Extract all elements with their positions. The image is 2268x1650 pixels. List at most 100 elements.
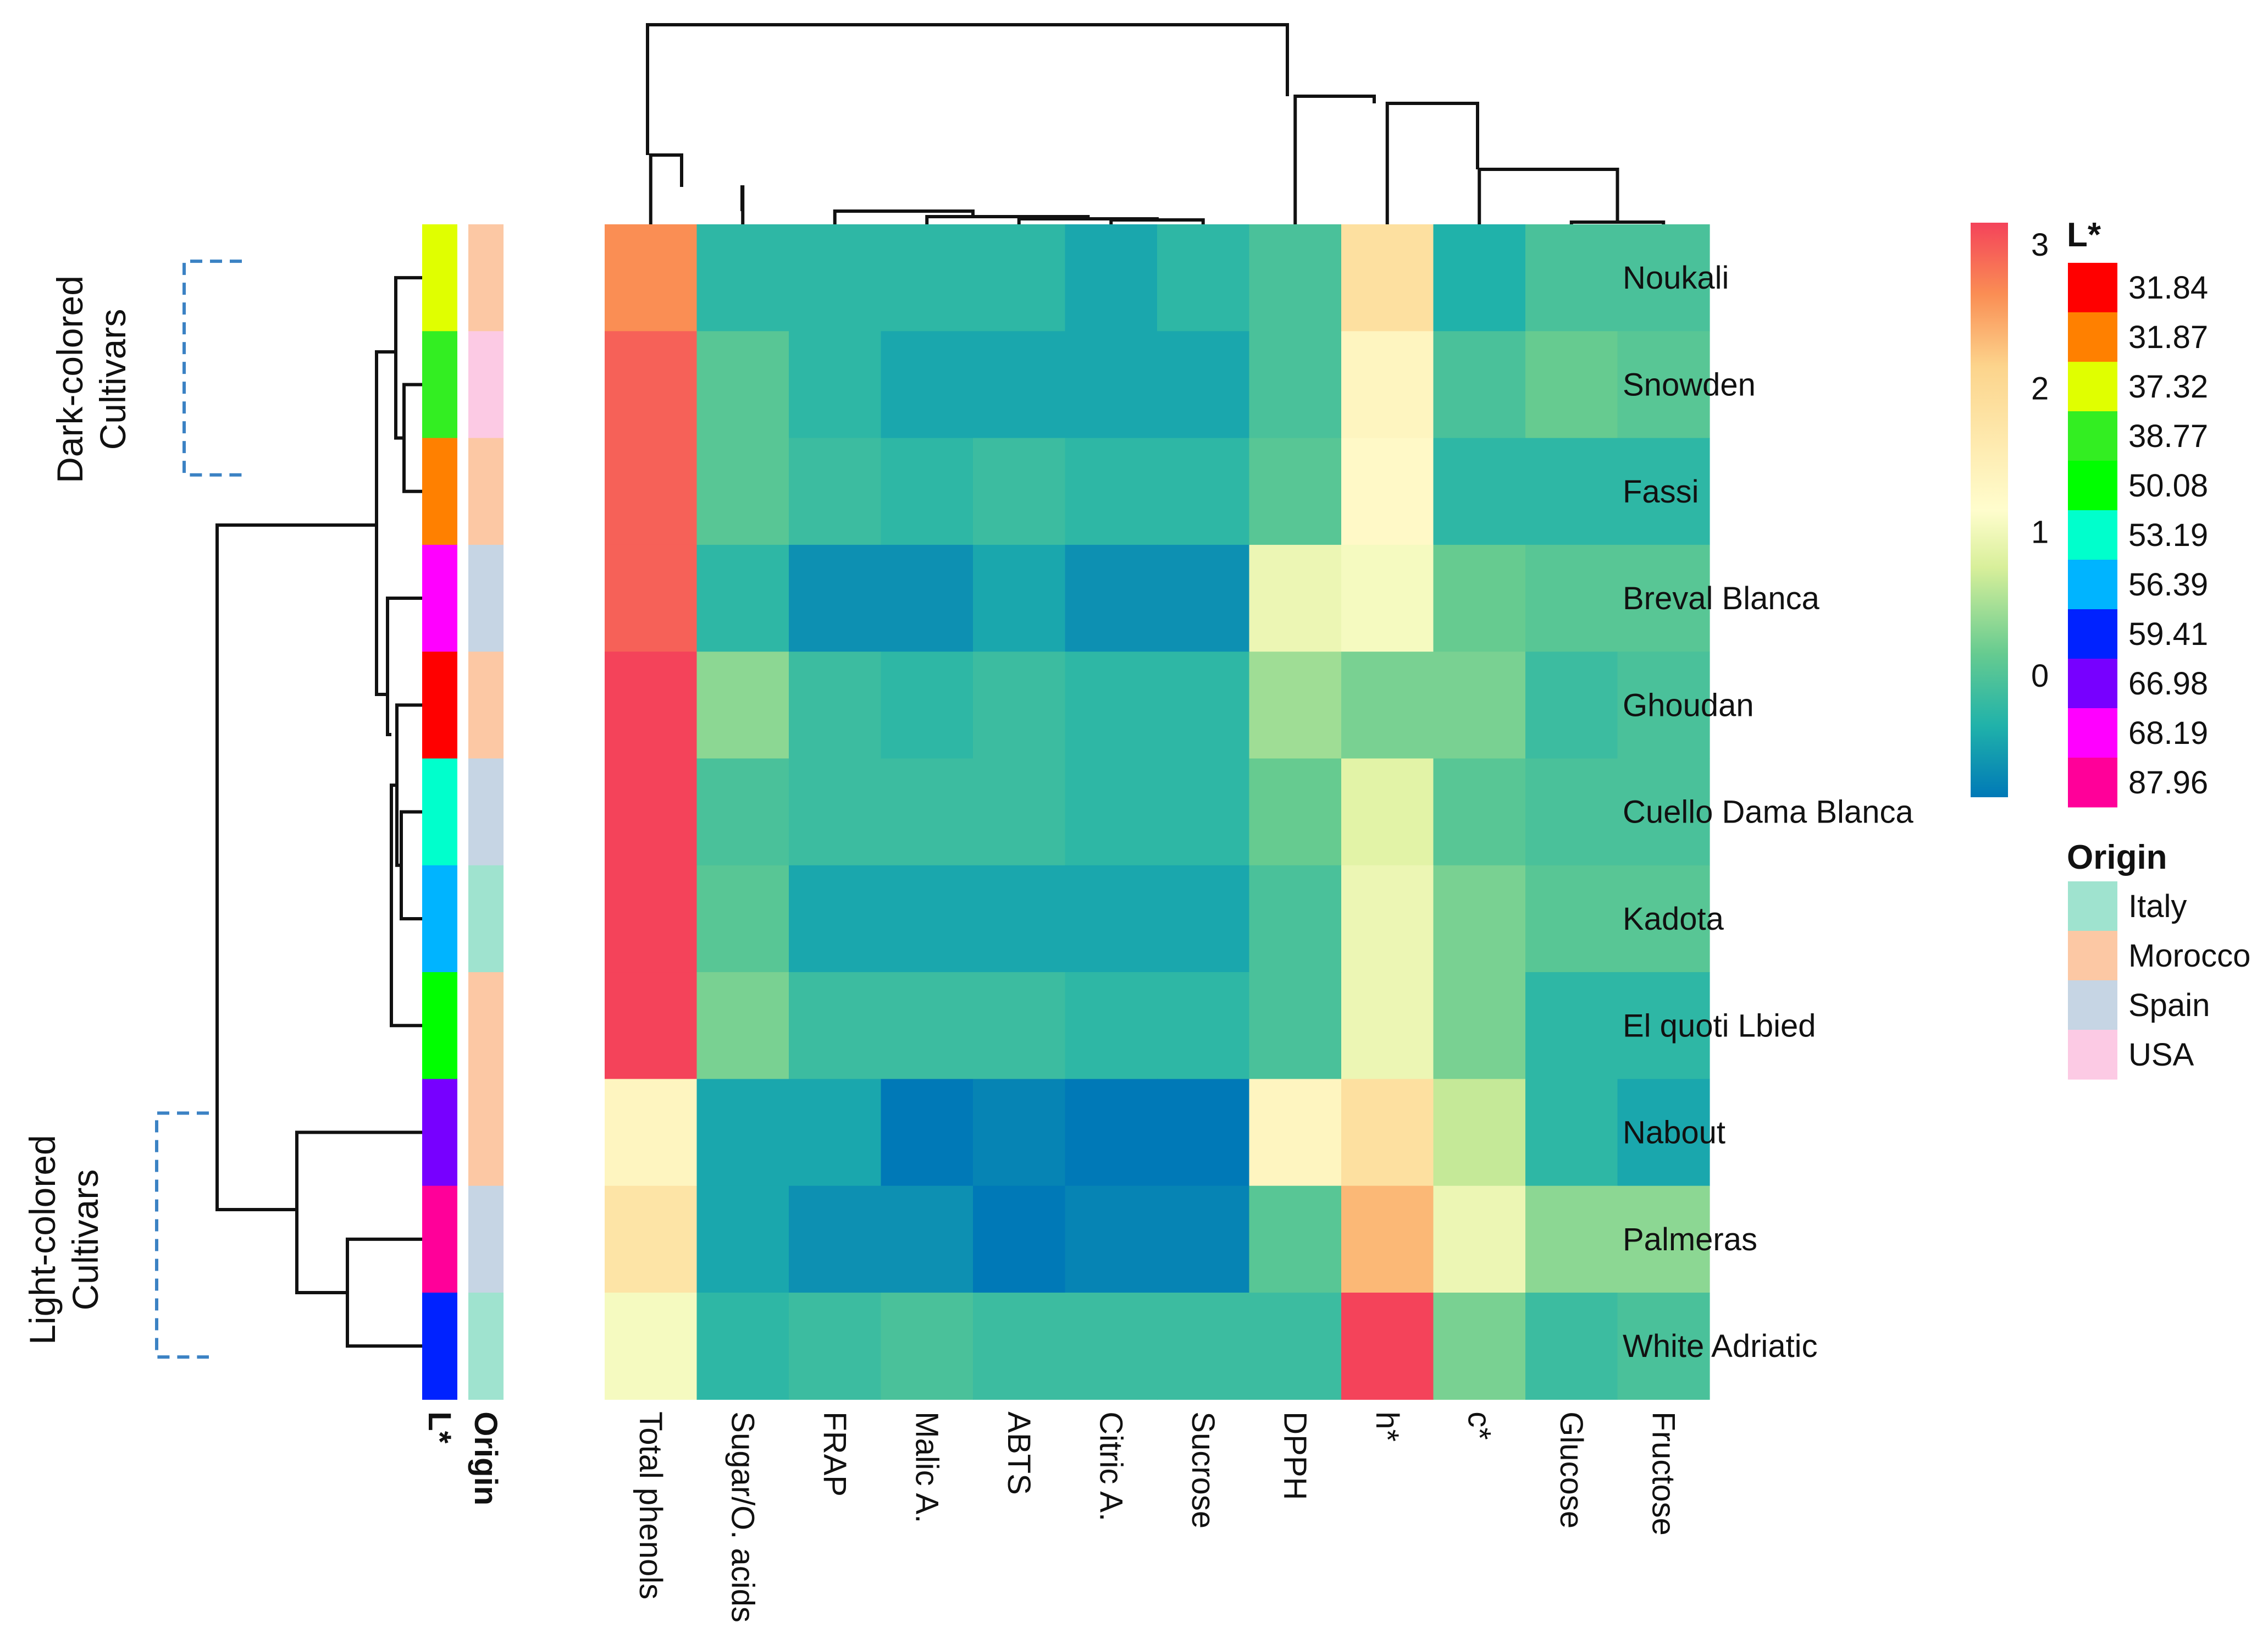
dark-cultivars-label-line: Dark-colored [49,275,90,483]
heatmap-cell [696,438,789,545]
heatmap-cell [1157,758,1250,866]
heatmap-cell [605,652,698,759]
heatmap-cell [1065,972,1158,1079]
heatmap-cell [1157,1185,1250,1293]
column-dendrogram-link [1385,102,1479,224]
lstar-annotation-cell [422,1079,457,1187]
lstar-legend-swatch [2068,510,2117,560]
heatmap-cell [1433,1079,1526,1187]
heatmap-cell [1433,438,1526,545]
column-label: c* [1461,1411,1497,1440]
heatmap-cell [1617,758,1710,866]
heatmap-cell [1065,438,1158,545]
lstar-legend-value: 31.87 [2128,319,2208,355]
lstar-legend-value: 38.77 [2128,418,2208,454]
heatmap-cell [605,331,698,439]
dark-cultivars-label-line: Cultivars [92,309,133,450]
heatmap-cell [1157,224,1250,332]
row-dendrogram-link [394,276,422,440]
heatmap-cell [696,652,789,759]
column-dendrogram-link [833,209,975,224]
heatmap-cell [605,438,698,545]
lstar-legend-value: 31.84 [2128,270,2208,306]
heatmap-cell [1249,331,1342,439]
light-cultivars-label-line: Light-colored [22,1135,63,1345]
lstar-annotation-cell [422,1185,457,1293]
lstar-annotation-cell [422,331,457,439]
column-dendrogram-link [1293,95,1376,224]
lstar-legend-swatch [2068,263,2117,313]
column-label: Malic A. [909,1411,944,1523]
origin-annotation-cell [468,331,504,439]
heatmap-cell [973,1185,1066,1293]
heatmap-cell [973,1293,1066,1400]
heatmap-cell [881,544,973,652]
dark-cultivars-bracket [182,260,242,477]
row-dendrogram-link [386,597,422,736]
heatmap-cell [1433,972,1526,1079]
lstar-annotation-cell [422,1293,457,1400]
heatmap-cell [1341,331,1434,439]
heatmap-cell [973,865,1066,973]
row-label: Breval Blanca [1623,581,1820,616]
column-dendrogram-link [1478,168,1619,224]
row-label: Palmeras [1623,1222,1757,1257]
heatmap-cell [1617,972,1710,1079]
heatmap-cell [973,1079,1066,1187]
heatmap-cell [1341,1185,1434,1293]
heatmap-cell [1157,1079,1250,1187]
heatmap-cell [1617,1079,1710,1187]
origin-annotation-cell [468,438,504,545]
heatmap-cell [1157,544,1250,652]
heatmap-cell [1341,224,1434,332]
column-label: h* [1369,1411,1405,1442]
lstar-legend-swatch [2068,461,2117,511]
heatmap-cell [881,1293,973,1400]
row-dendrogram-link [215,523,377,1211]
heatmap-cell [1525,1293,1618,1400]
heatmap-cell [973,758,1066,866]
origin-annotation-cell [468,224,504,332]
heatmap-cell [1617,224,1710,332]
heatmap-cell [1249,544,1342,652]
heatmap-cell [1341,758,1434,866]
heatmap-cell [696,1293,789,1400]
heatmap-cell [696,972,789,1079]
column-dendrogram-link [646,23,1289,155]
origin-annotation-cell [468,865,504,973]
origin-legend-swatch [2068,881,2117,931]
heatmap-cell [696,1185,789,1293]
heatmap-cell [789,865,882,973]
heatmap-cell [1525,544,1618,652]
heatmap-cell [1525,1079,1618,1187]
heatmap-cell [1617,544,1710,652]
heatmap-cell [696,331,789,439]
origin-annotation-cell [468,758,504,866]
heatmap-cell [1065,331,1158,439]
lstar-annotation-cell [422,438,457,545]
heatmap-cell [1157,972,1250,1079]
row-label: Ghoudan [1623,687,1754,723]
row-label: Cuello Dama Blanca [1623,794,1913,830]
heatmap-cell [1249,438,1342,545]
column-dendrogram [646,23,1666,224]
heatmap-cell [1249,1293,1342,1400]
heatmap-cell [1525,438,1618,545]
row-dendrogram [215,276,422,1348]
heatmap-cell [973,544,1066,652]
heatmap-cell [1525,758,1618,866]
heatmap-cells [605,224,1710,1400]
heatmap-cell [1249,758,1342,866]
heatmap-cell [1433,652,1526,759]
origin-annotation-cell [468,1185,504,1293]
lstar-legend-swatch [2068,411,2117,461]
lstar-legend-value: 87.96 [2128,765,2208,801]
heatmap-cell [881,1079,973,1187]
column-label: Glucose [1553,1411,1589,1528]
origin-annotation-cell [468,972,504,1079]
heatmap-cell [605,1293,698,1400]
color-scale-tick: 1 [2031,515,2049,550]
heatmap-cell [1157,865,1250,973]
column-dendrogram-link [925,215,1090,224]
heatmap-cell [1249,972,1342,1079]
